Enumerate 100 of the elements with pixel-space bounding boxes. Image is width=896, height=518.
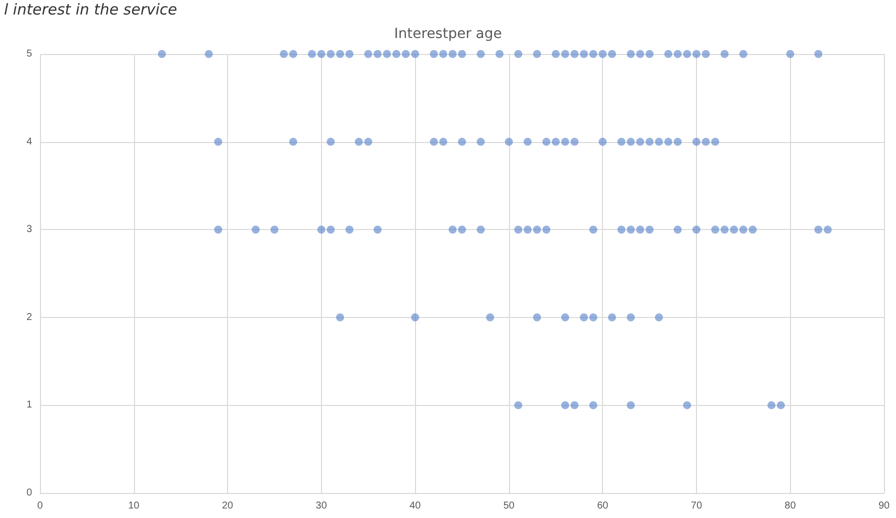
x-tick-label: 50 (503, 500, 515, 512)
point (683, 401, 692, 410)
point (317, 226, 326, 234)
point (326, 50, 335, 58)
y-tick-label: 5 (26, 48, 32, 60)
point (767, 401, 776, 410)
point (589, 313, 598, 322)
point (664, 138, 672, 146)
y-tick-label: 2 (26, 312, 32, 323)
point (552, 50, 560, 58)
point (533, 226, 542, 234)
point (542, 226, 550, 234)
point (374, 226, 382, 234)
point (496, 50, 504, 58)
point (252, 226, 260, 234)
point (504, 138, 513, 146)
point (598, 138, 607, 146)
point (664, 50, 672, 58)
point (824, 226, 832, 234)
point (654, 138, 663, 146)
point (364, 50, 372, 58)
point (308, 50, 316, 58)
point (430, 50, 438, 58)
point (561, 138, 570, 146)
point (636, 50, 644, 58)
point (720, 50, 729, 58)
point (702, 138, 710, 146)
x-tick-label: 20 (222, 500, 234, 512)
point (336, 50, 344, 58)
point (654, 313, 663, 322)
point (646, 138, 654, 146)
point (476, 138, 485, 146)
point (786, 50, 794, 58)
point (702, 50, 710, 58)
point (524, 138, 532, 146)
point (692, 138, 700, 146)
point (345, 226, 354, 234)
point (626, 313, 635, 322)
point (458, 138, 466, 146)
point (214, 138, 222, 146)
point (476, 226, 485, 234)
point (561, 50, 570, 58)
point (402, 50, 410, 58)
point (636, 138, 644, 146)
point (589, 50, 598, 58)
point (598, 50, 607, 58)
point (711, 226, 720, 234)
point (814, 50, 822, 58)
point (354, 138, 363, 146)
point (692, 226, 700, 234)
point (458, 226, 466, 234)
point (411, 50, 420, 58)
point (458, 50, 466, 58)
point (674, 50, 682, 58)
point (270, 226, 278, 234)
point (608, 313, 616, 322)
point (626, 50, 635, 58)
y-tick-label: 3 (26, 224, 32, 236)
point (326, 138, 335, 146)
x-tick-label: 70 (690, 500, 702, 512)
point (382, 50, 391, 58)
x-tick-label: 30 (316, 500, 328, 512)
point (524, 226, 532, 234)
point (636, 226, 644, 234)
point (448, 226, 457, 234)
x-tick-label: 10 (128, 500, 140, 512)
point (514, 50, 522, 58)
chart-title: Interestper age (394, 26, 502, 42)
point (392, 50, 400, 58)
x-tick-label: 80 (784, 500, 796, 512)
y-tick-label: 0 (26, 488, 32, 498)
point (317, 50, 326, 58)
y-tick-label: 4 (26, 136, 32, 148)
point (514, 226, 522, 234)
point (646, 226, 654, 234)
point (514, 401, 522, 410)
point (204, 50, 213, 58)
point (674, 138, 682, 146)
point (214, 226, 222, 234)
point (336, 313, 344, 322)
point (720, 226, 729, 234)
point (345, 50, 354, 58)
text: l interest in the service (4, 0, 178, 18)
point (289, 50, 298, 58)
point (683, 50, 692, 58)
point (570, 138, 579, 146)
point (646, 50, 654, 58)
point (589, 401, 598, 410)
y-tick-label: 1 (26, 400, 32, 411)
x-tick-label: 90 (878, 500, 890, 512)
point (626, 138, 635, 146)
point (814, 226, 822, 234)
point (570, 50, 579, 58)
x-tick-label: 0 (37, 500, 44, 512)
point (608, 50, 616, 58)
point (561, 313, 570, 322)
point (711, 138, 720, 146)
point (617, 226, 626, 234)
point (776, 401, 785, 410)
point (692, 50, 700, 58)
